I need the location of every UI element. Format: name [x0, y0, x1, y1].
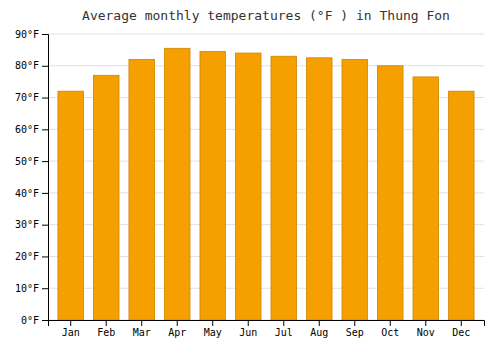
bar: [448, 91, 474, 320]
y-tick-line: [42, 193, 48, 194]
y-tick-label: 50°F: [15, 156, 39, 167]
x-axis: Jan Feb Mar Apr May Jun Jul Aug Sep Oct Nov Dec: [49, 320, 485, 338]
y-tick-line: [42, 320, 48, 321]
y-tick-line: [42, 98, 48, 99]
x-tick-line: [319, 320, 320, 326]
x-tick: Mar: [133, 320, 151, 338]
x-tick-label: Aug: [310, 327, 328, 338]
y-tick-label: 30°F: [15, 219, 39, 230]
bar: [93, 75, 119, 320]
y-tick: 30°F: [15, 219, 48, 230]
x-tick-label: Jul: [275, 327, 293, 338]
x-tick-label: Dec: [452, 327, 470, 338]
bar: [235, 53, 261, 320]
bar: [306, 58, 332, 320]
plot: 0°F 10°F 20°F 30°F 40°F 50°F 60°F 70°F 80°F 90°F J…: [15, 29, 485, 338]
y-tick: 60°F: [15, 124, 48, 135]
y-tick-label: 70°F: [15, 92, 39, 103]
y-tick: 20°F: [15, 251, 48, 262]
x-tick-label: Apr: [168, 327, 186, 338]
y-tick-label: 0°F: [21, 315, 39, 326]
bar: [377, 66, 403, 320]
x-tick-label: Jun: [239, 327, 257, 338]
bar: [164, 48, 190, 320]
x-tick: Sep: [346, 320, 364, 338]
y-tick-label: 10°F: [15, 283, 39, 294]
x-tick-label: Sep: [346, 327, 364, 338]
bar: [129, 59, 155, 320]
x-tick: Apr: [168, 320, 186, 338]
bar: [58, 91, 84, 320]
y-tick-line: [42, 288, 48, 289]
y-tick: 10°F: [15, 283, 48, 294]
bar: [271, 56, 297, 320]
x-tick: Jan: [62, 320, 80, 338]
y-tick-label: 20°F: [15, 251, 39, 262]
grid-line: [48, 65, 484, 66]
y-tick-line: [42, 256, 48, 257]
x-tick: Jun: [239, 320, 257, 338]
bar: [200, 51, 226, 320]
x-tick-line: [248, 320, 249, 326]
x-tick-label: Feb: [97, 327, 115, 338]
y-tick: 90°F: [15, 29, 48, 40]
x-tick-line: [354, 320, 355, 326]
x-tick-label: Jan: [62, 327, 80, 338]
x-tick-line: [70, 320, 71, 326]
y-tick-line: [42, 34, 48, 35]
x-tick-line: [106, 320, 107, 326]
y-tick-line: [42, 129, 48, 130]
y-tick: 50°F: [15, 156, 48, 167]
y-tick: 40°F: [15, 188, 48, 199]
x-tick: Dec: [452, 320, 470, 338]
x-tick-line: [177, 320, 178, 326]
bar: [413, 77, 439, 320]
x-tick-line: [283, 320, 284, 326]
grid-line: [48, 34, 484, 35]
x-tick-label: Mar: [133, 327, 151, 338]
y-tick: 0°F: [21, 315, 48, 326]
y-axis-line: [42, 35, 49, 321]
x-tick: Oct: [381, 320, 399, 338]
x-tick-label: May: [204, 327, 222, 338]
x-tick-line: [390, 320, 391, 326]
y-tick-label: 40°F: [15, 188, 39, 199]
y-tick-label: 90°F: [15, 29, 39, 40]
x-tick-line: [425, 320, 426, 326]
y-tick-label: 80°F: [15, 60, 39, 71]
y-tick: 80°F: [15, 60, 48, 71]
grid: [48, 34, 484, 320]
y-tick-line: [42, 225, 48, 226]
x-tick-label: Nov: [417, 327, 435, 338]
y-tick-line: [42, 161, 48, 162]
y-axis: 0°F 10°F 20°F 30°F 40°F 50°F 60°F 70°F 80°F 90°F: [15, 29, 49, 326]
x-tick: Jul: [275, 320, 293, 338]
y-tick-label: 60°F: [15, 124, 39, 135]
x-tick-label: Oct: [381, 327, 399, 338]
x-tick-line: [212, 320, 213, 326]
x-tick: Aug: [310, 320, 328, 338]
x-tick: Nov: [417, 320, 435, 338]
x-tick-line: [461, 320, 462, 326]
title: Average monthly temperatures (°F ) in Th…: [82, 8, 450, 23]
x-tick: Feb: [97, 320, 115, 338]
x-tick-line: [141, 320, 142, 326]
bars: [58, 48, 474, 320]
y-tick: 70°F: [15, 92, 48, 103]
x-tick: May: [204, 320, 222, 338]
x-axis-line: [49, 321, 485, 327]
bar: [342, 59, 368, 320]
y-tick-line: [42, 66, 48, 67]
chart: 0°F 10°F 20°F 30°F 40°F 50°F 60°F 70°F 80°F 90°F J…: [0, 0, 500, 350]
